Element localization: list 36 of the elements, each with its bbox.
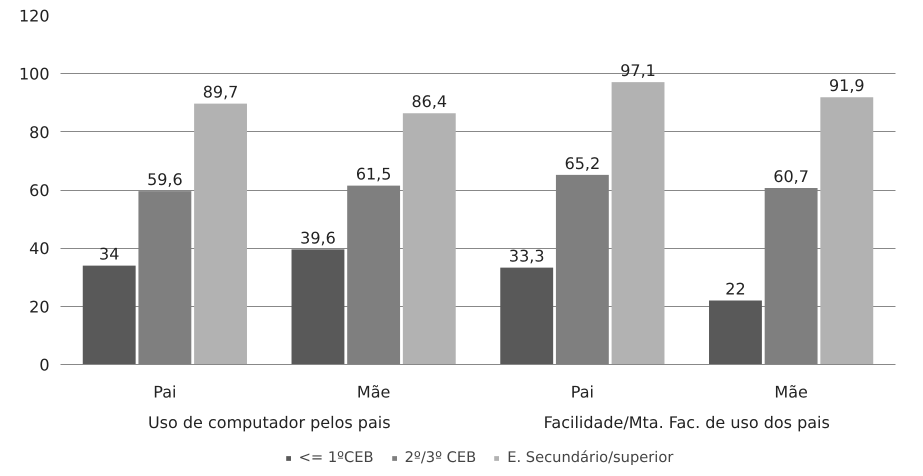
legend-label: E. Secundário/superior	[507, 449, 674, 466]
data-label: 34	[99, 244, 120, 264]
bar	[194, 104, 247, 364]
y-tick-label: 80	[29, 122, 50, 142]
bar	[820, 97, 874, 364]
data-label: 97,1	[620, 61, 656, 80]
data-label: 61,5	[356, 164, 392, 184]
bar	[402, 113, 456, 364]
data-label: 22	[725, 280, 746, 299]
y-tick-label: 20	[29, 297, 50, 316]
bar	[82, 266, 136, 364]
x-tick-label: Mãe	[774, 382, 808, 402]
data-label: 91,9	[828, 76, 865, 96]
data-label: 39,6	[300, 228, 336, 248]
bar	[500, 268, 554, 364]
data-label: 65,2	[564, 154, 600, 173]
y-tick-label: 60	[29, 181, 50, 200]
text: Facilidade/Mta. Fac. de uso dos pais	[544, 412, 830, 432]
data-label: 59,6	[147, 170, 183, 190]
legend-label: <= 1ºCEB	[298, 449, 374, 466]
bar	[709, 300, 762, 364]
y-tick-label: 40	[29, 239, 50, 258]
x-tick-label: Mãe	[356, 382, 390, 402]
data-label: 89,7	[202, 82, 238, 102]
text: Uso de computador pelos pais	[148, 412, 391, 432]
bar	[612, 82, 664, 364]
bar	[292, 249, 344, 364]
data-label: 60,7	[773, 166, 809, 186]
legend-label: 2º/3º CEB	[404, 449, 476, 466]
data-label: 86,4	[411, 92, 448, 112]
data-label: 33,3	[508, 246, 545, 266]
y-tick-label: 120	[18, 6, 50, 26]
y-tick-label: 100	[18, 64, 50, 84]
x-tick-label: Pai	[153, 382, 176, 402]
y-tick-label: 0	[39, 356, 50, 374]
x-tick-label: Pai	[570, 382, 594, 402]
